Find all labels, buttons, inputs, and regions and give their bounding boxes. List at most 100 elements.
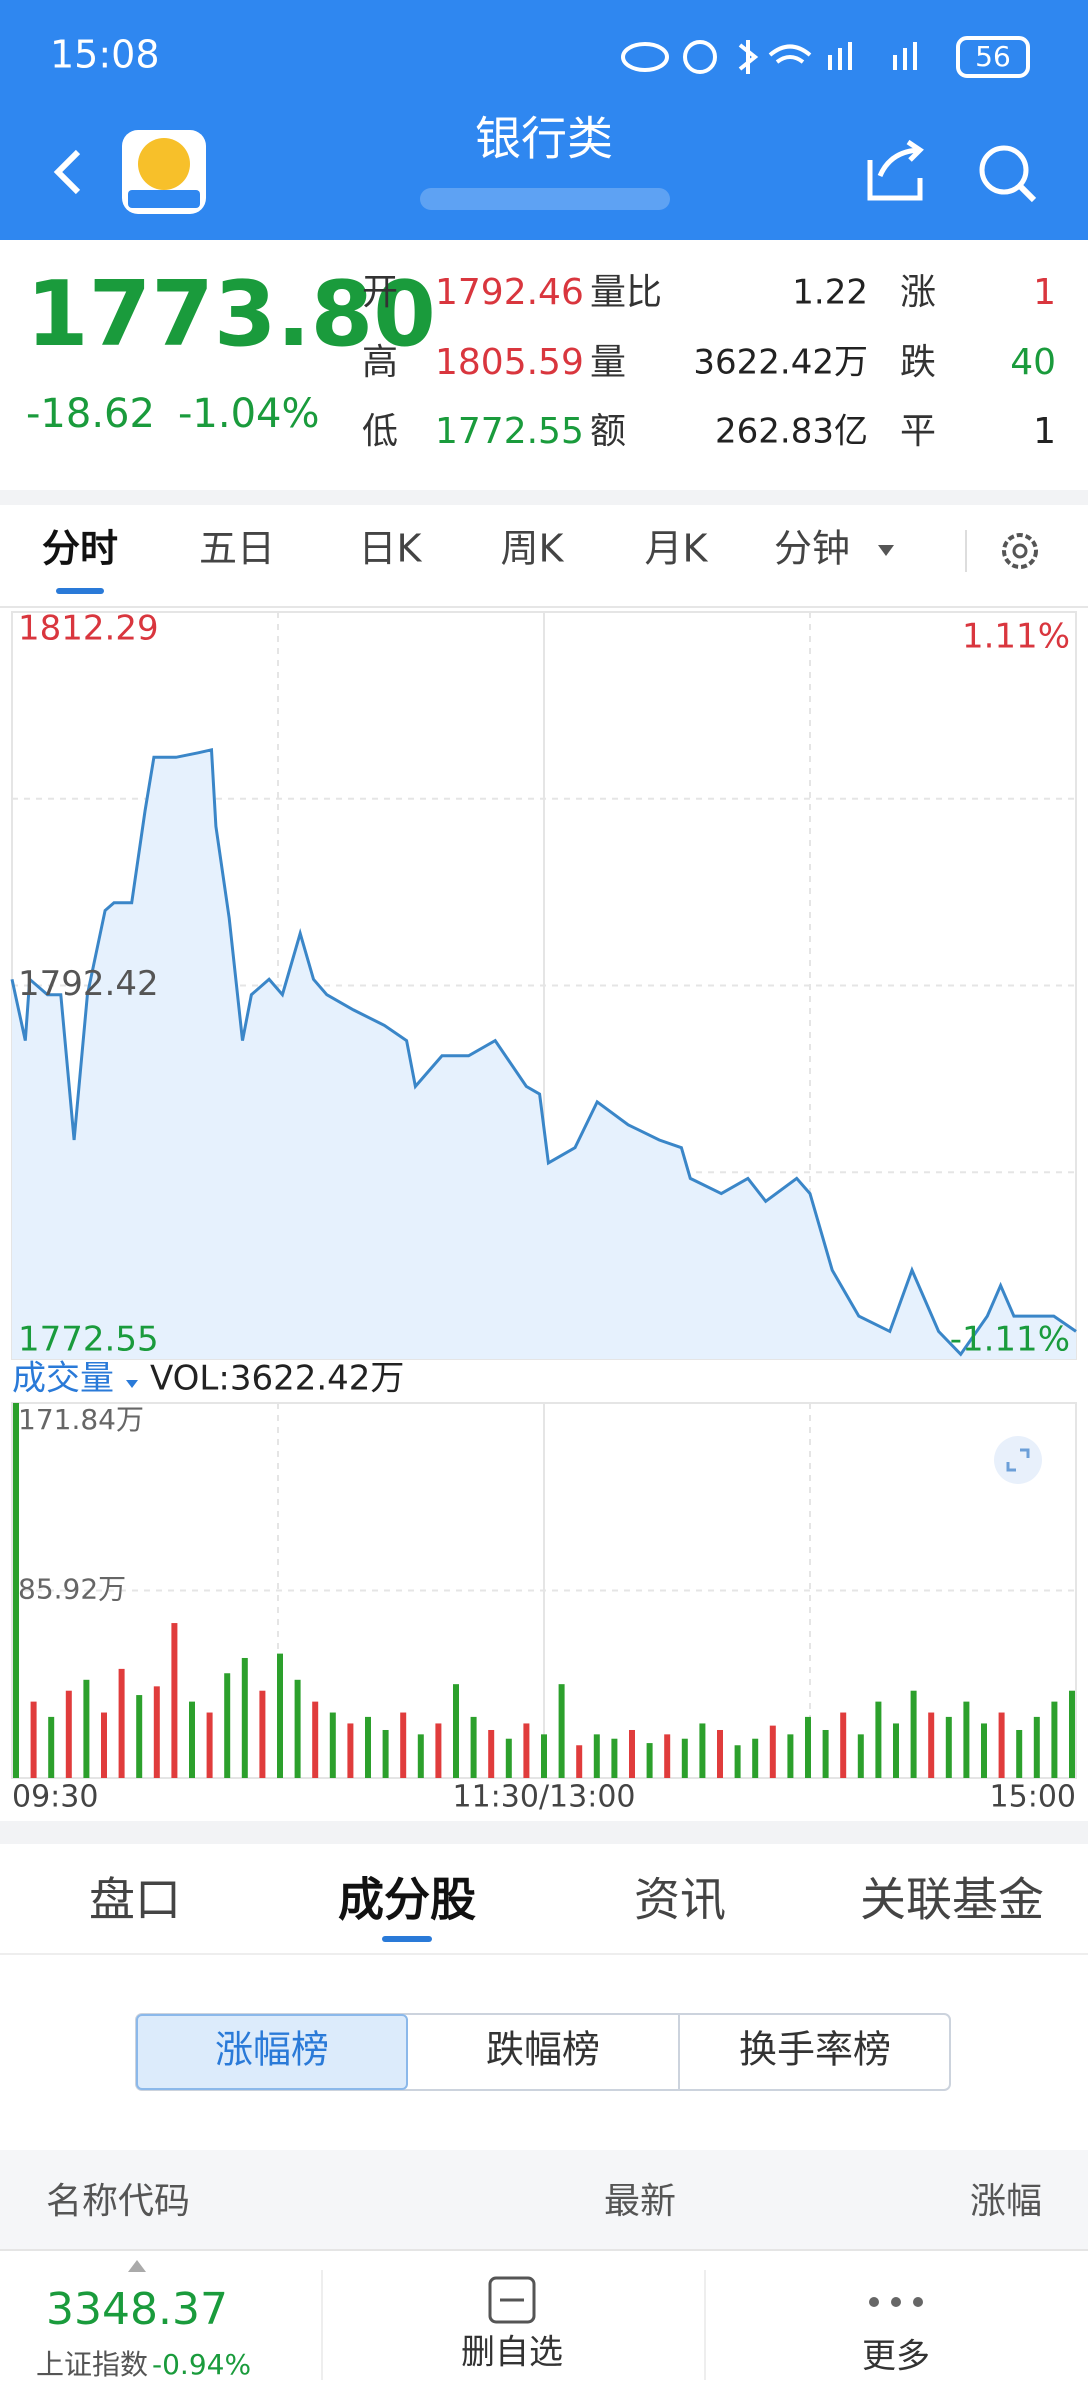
volume-bar: [417, 1734, 424, 1778]
stat-value: 3622.42万: [693, 343, 868, 383]
list-header: 涨幅: [970, 2181, 1042, 2222]
segment[interactable]: 换手率榜: [739, 2028, 891, 2072]
period-tab[interactable]: 五日: [199, 527, 275, 571]
volume-bar: [400, 1712, 407, 1778]
stat-value: 1.22: [792, 273, 868, 313]
list-header: 最新: [604, 2181, 676, 2222]
separator: [0, 490, 1088, 505]
volume-bar: [664, 1734, 671, 1778]
segments: 涨幅榜 跌幅榜 换手率榜: [215, 2028, 891, 2072]
volume-bar: [277, 1653, 283, 1778]
sub-tab[interactable]: 资讯: [634, 1873, 726, 1927]
volume-bar: [893, 1723, 899, 1778]
y2-tick-label: -1.11%: [950, 1320, 1070, 1360]
volume-bar: [558, 1684, 565, 1778]
list-header-bg: [0, 2150, 1088, 2249]
back-button[interactable]: [53, 149, 81, 195]
volume-bar: [981, 1723, 987, 1778]
volume-bar: [805, 1716, 811, 1778]
volume-bar: [259, 1690, 266, 1778]
action-more[interactable]: 更多: [862, 2337, 930, 2377]
stat-value: 1792.46: [435, 272, 584, 313]
action-remove[interactable]: 删自选: [461, 2333, 563, 2373]
stat-value: 1805.59: [435, 342, 584, 383]
share-button[interactable]: [867, 139, 924, 201]
stat-value: 262.83亿: [715, 412, 868, 452]
segment-selected: [136, 2014, 408, 2090]
search-button[interactable]: [979, 145, 1029, 195]
volume-bar: [347, 1723, 354, 1778]
sub-tab[interactable]: 成分股: [338, 1873, 476, 1927]
sub-tabs: 盘口 成分股 资讯 关联基金: [89, 1873, 1044, 1927]
period-tab[interactable]: 周K: [501, 527, 565, 571]
status-icons: [621, 36, 1030, 78]
volume-bar: [48, 1716, 55, 1778]
stat-label: 额: [590, 411, 626, 452]
period-tab[interactable]: 月K: [645, 527, 709, 571]
period-tabs: 分时 五日 日K 周K 月K 分钟: [42, 527, 894, 571]
expand-icon: [1006, 1448, 1030, 1472]
volume-bar: [30, 1701, 37, 1778]
segment[interactable]: 跌幅榜: [486, 2028, 600, 2072]
volume-bar: [118, 1668, 125, 1778]
volume-bar: [717, 1729, 723, 1778]
volume-bar: [681, 1738, 688, 1778]
separator: [0, 1821, 1088, 1844]
change: -18.62: [26, 391, 155, 437]
volume-bar: [523, 1723, 530, 1778]
y2-tick-label: 1.11%: [962, 617, 1070, 657]
volume-bar: [629, 1729, 635, 1778]
volume-bar: [65, 1690, 72, 1778]
volume-bar: [875, 1701, 882, 1778]
volume-bar: [453, 1684, 459, 1778]
volume-bar: [787, 1734, 794, 1778]
stat-value: 1: [1033, 411, 1056, 452]
period-tab[interactable]: 日K: [359, 527, 423, 571]
volume-bar: [1033, 1716, 1040, 1778]
volume-bar: [171, 1623, 178, 1778]
index-value: 3348.37: [46, 2284, 228, 2335]
volume-bar: [488, 1729, 495, 1778]
remove-icon[interactable]: [488, 2276, 536, 2324]
y-tick-label: 1792.42: [18, 964, 159, 1004]
expand-arrow[interactable]: [128, 2260, 146, 2272]
volume-bar: [857, 1734, 864, 1778]
volume-title: 成交量: [12, 1359, 114, 1399]
blurred-subtitle: [420, 188, 670, 210]
volume-bar: [136, 1695, 143, 1778]
volume-bar: [206, 1712, 213, 1778]
volume-bar: [189, 1701, 195, 1778]
segment[interactable]: 涨幅榜: [215, 2028, 329, 2072]
sub-tab[interactable]: 盘口: [89, 1873, 181, 1927]
volume-bar: [752, 1738, 759, 1778]
period-tab[interactable]: 分钟: [774, 527, 850, 571]
volume-bar: [1051, 1701, 1058, 1778]
volume-bar: [963, 1701, 970, 1778]
y-tick-label: 1812.29: [18, 609, 159, 649]
stat-label: 量: [590, 342, 626, 383]
expand-button[interactable]: [994, 1436, 1042, 1484]
period-tab[interactable]: 分时: [42, 527, 118, 571]
price: 1773.80: [26, 262, 436, 367]
volume-dropdown[interactable]: [126, 1380, 138, 1388]
logo-icon: [138, 138, 190, 190]
stat-value: 1: [1033, 272, 1056, 313]
volume-bar: [840, 1712, 847, 1778]
volume-bar: [470, 1716, 477, 1778]
sub-tab[interactable]: 关联基金: [860, 1873, 1044, 1927]
subtab-underline: [382, 1936, 432, 1942]
volume-bar: [505, 1738, 512, 1778]
dropdown-arrow: [878, 545, 894, 556]
stat-label: 平: [900, 411, 936, 452]
volume-bar: [224, 1673, 231, 1778]
volume-bar: [13, 1403, 19, 1778]
y-tick-label: 171.84万: [18, 1403, 144, 1436]
stat-value: 1772.55: [435, 411, 584, 452]
volume-bar: [822, 1729, 829, 1778]
stat-label: 跌: [900, 342, 936, 383]
settings-button[interactable]: [1002, 533, 1038, 569]
status-time: 15:08: [50, 33, 160, 77]
index-change: -0.94%: [152, 2348, 251, 2381]
volume-bar: [153, 1686, 160, 1778]
